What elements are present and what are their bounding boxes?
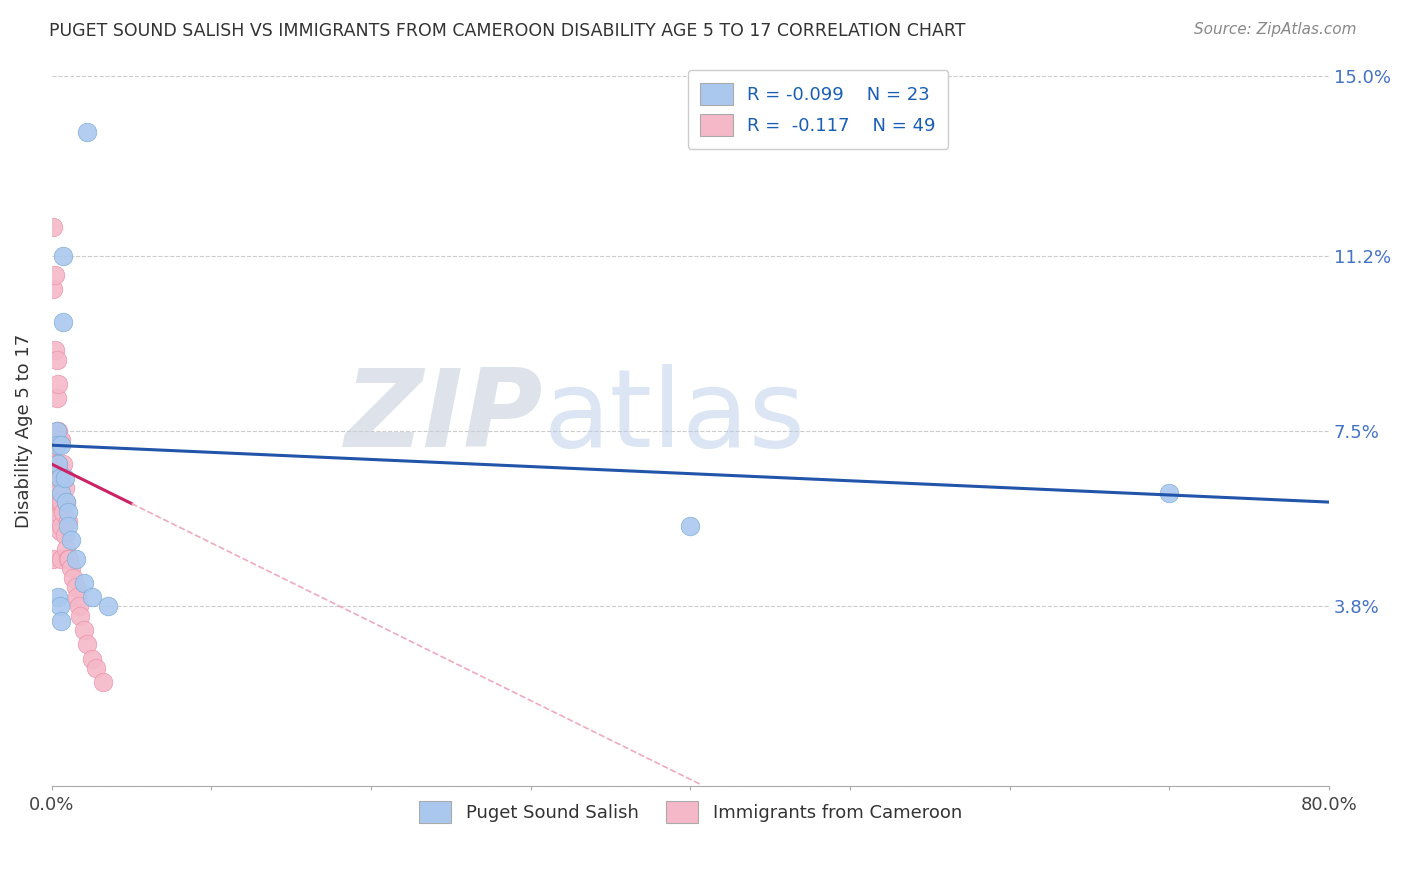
Text: Source: ZipAtlas.com: Source: ZipAtlas.com [1194, 22, 1357, 37]
Point [42, 457, 65, 471]
Point [53, 471, 76, 485]
Point [56, 505, 79, 519]
Point [46, 376, 69, 391]
Point [69, 608, 91, 623]
Y-axis label: Disability Age 5 to 17: Disability Age 5 to 17 [15, 334, 32, 528]
Point [44, 438, 66, 452]
Point [46, 424, 69, 438]
Point [1159, 485, 1181, 500]
Point [53, 528, 76, 542]
Point [46, 457, 69, 471]
Point [45, 424, 67, 438]
Point [51, 467, 73, 481]
Point [76, 125, 98, 139]
Point [91, 675, 114, 690]
Point [65, 552, 87, 566]
Legend: Puget Sound Salish, Immigrants from Cameroon: Puget Sound Salish, Immigrants from Came… [408, 790, 973, 834]
Point [45, 505, 67, 519]
Point [59, 533, 82, 547]
Point [66, 590, 89, 604]
Text: PUGET SOUND SALISH VS IMMIGRANTS FROM CAMEROON DISABILITY AGE 5 TO 17 CORRELATIO: PUGET SOUND SALISH VS IMMIGRANTS FROM CA… [49, 22, 966, 40]
Point [48, 524, 70, 538]
Point [44, 495, 66, 509]
Point [45, 438, 67, 452]
Text: ZIP: ZIP [344, 364, 544, 470]
Point [51, 434, 73, 448]
Point [51, 438, 73, 452]
Point [56, 552, 79, 566]
Point [44, 343, 66, 358]
Point [44, 471, 66, 485]
Point [55, 495, 77, 509]
Point [42, 552, 65, 566]
Point [679, 518, 702, 533]
Point [67, 599, 90, 614]
Point [55, 542, 77, 557]
Point [52, 315, 75, 329]
Point [51, 552, 73, 566]
Point [55, 495, 77, 509]
Point [86, 661, 108, 675]
Point [46, 590, 69, 604]
Point [42, 282, 65, 296]
Point [51, 485, 73, 500]
Point [42, 509, 65, 524]
Point [62, 571, 84, 585]
Point [73, 623, 96, 637]
Point [53, 481, 76, 495]
Point [45, 485, 67, 500]
Point [76, 637, 98, 651]
Text: atlas: atlas [544, 364, 806, 470]
Point [65, 581, 87, 595]
Point [46, 457, 69, 471]
Point [56, 514, 79, 528]
Point [45, 424, 67, 438]
Point [52, 505, 75, 519]
Point [48, 471, 70, 485]
Point [52, 249, 75, 263]
Point [46, 495, 69, 509]
Point [56, 518, 79, 533]
Point [59, 561, 82, 575]
Point [48, 467, 70, 481]
Point [73, 575, 96, 590]
Point [48, 434, 70, 448]
Point [80, 651, 103, 665]
Point [80, 590, 103, 604]
Point [51, 518, 73, 533]
Point [52, 457, 75, 471]
Point [45, 391, 67, 405]
Point [45, 457, 67, 471]
Point [44, 268, 66, 282]
Point [45, 352, 67, 367]
Point [58, 552, 80, 566]
Point [51, 495, 73, 509]
Point [97, 599, 120, 614]
Point [48, 599, 70, 614]
Point [48, 495, 70, 509]
Point [51, 614, 73, 628]
Point [42, 220, 65, 235]
